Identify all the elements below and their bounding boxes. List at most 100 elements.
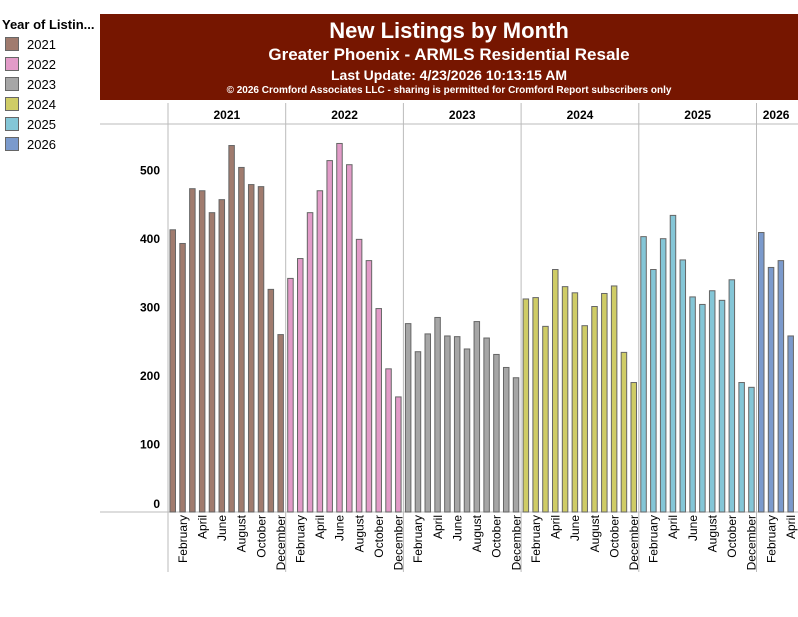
bar-2024-9 xyxy=(601,292,608,513)
bar-2024-12 xyxy=(630,382,637,513)
bar-2023-6 xyxy=(453,336,461,513)
month-label: June xyxy=(215,515,229,541)
bar-2024-1 xyxy=(522,298,530,513)
bar-2021-2 xyxy=(179,242,186,513)
bar-2026-2 xyxy=(767,266,775,513)
bar-2024-11 xyxy=(620,351,628,513)
bar-2022-7 xyxy=(346,164,353,513)
legend-item-2026[interactable]: 2026 xyxy=(2,134,94,154)
legend-label: 2025 xyxy=(27,116,56,132)
bar-2022-1 xyxy=(287,277,294,513)
y-tick-label: 400 xyxy=(140,232,160,246)
bar-2024-5 xyxy=(561,286,569,513)
bar-2021-12 xyxy=(277,334,284,513)
legend-label: 2026 xyxy=(27,136,56,152)
legend-item-2024[interactable]: 2024 xyxy=(2,94,94,114)
bar-2026-3 xyxy=(777,260,785,513)
month-label: April xyxy=(195,515,209,539)
bar-2024-10 xyxy=(610,285,618,513)
bar-2023-2 xyxy=(414,351,422,513)
bar-2023-7 xyxy=(463,348,471,513)
bar-2024-2 xyxy=(532,297,539,513)
bar-2026-4 xyxy=(787,335,794,513)
bar-2023-8 xyxy=(473,321,481,513)
month-label: April xyxy=(784,515,798,539)
month-label: December xyxy=(392,515,406,570)
bar-2025-11 xyxy=(738,382,745,513)
bar-2023-12 xyxy=(512,377,520,513)
bar-2025-5 xyxy=(679,259,687,513)
month-label: October xyxy=(372,515,386,558)
bar-2022-6 xyxy=(336,142,343,513)
month-label: February xyxy=(647,515,661,563)
month-label: December xyxy=(745,515,759,570)
bar-2025-9 xyxy=(718,299,726,513)
bar-2023-1 xyxy=(404,323,412,513)
legend-swatch xyxy=(5,97,19,111)
bar-2024-3 xyxy=(542,325,549,513)
legend-label: 2024 xyxy=(27,96,56,112)
month-label: June xyxy=(450,515,464,541)
y-tick-label: 500 xyxy=(140,164,160,178)
bar-2025-1 xyxy=(640,236,647,513)
month-label: August xyxy=(352,514,366,552)
month-label: August xyxy=(588,514,602,552)
year-header-2024: 2024 xyxy=(567,108,594,122)
bar-2021-1 xyxy=(169,229,176,513)
bar-2024-7 xyxy=(581,325,588,513)
bar-2024-8 xyxy=(591,306,598,513)
month-label: August xyxy=(705,514,719,552)
year-header-2023: 2023 xyxy=(449,108,476,122)
bar-2022-10 xyxy=(375,308,382,513)
month-label: October xyxy=(490,515,504,558)
bar-2025-4 xyxy=(669,214,677,513)
legend-label: 2023 xyxy=(27,76,56,92)
bar-2025-10 xyxy=(728,279,736,513)
month-label: October xyxy=(254,515,268,558)
month-label: April xyxy=(549,515,563,539)
year-header-2026: 2026 xyxy=(763,108,790,122)
legend-item-2022[interactable]: 2022 xyxy=(2,54,94,74)
legend-item-2025[interactable]: 2025 xyxy=(2,114,94,134)
bar-2024-4 xyxy=(552,269,559,513)
last-update: Last Update: 4/23/2026 10:13:15 AM xyxy=(330,67,568,83)
month-label: June xyxy=(568,515,582,541)
month-label: February xyxy=(764,515,778,563)
month-label: October xyxy=(607,515,621,558)
chart-title: New Listings by Month xyxy=(329,18,569,43)
month-label: August xyxy=(235,514,249,552)
legend-item-2023[interactable]: 2023 xyxy=(2,74,94,94)
month-label: June xyxy=(333,515,347,541)
bar-2025-3 xyxy=(659,238,667,513)
year-header-2021: 2021 xyxy=(213,108,240,122)
legend-label: 2021 xyxy=(27,36,56,52)
legend-item-2021[interactable]: 2021 xyxy=(2,34,94,54)
bar-2021-5 xyxy=(208,212,216,513)
y-tick-label: 300 xyxy=(140,301,160,315)
bar-2021-6 xyxy=(218,199,226,513)
bar-2025-7 xyxy=(699,303,706,513)
month-label: April xyxy=(666,515,680,539)
month-label: April xyxy=(431,515,445,539)
bar-2021-4 xyxy=(198,190,206,513)
month-label: December xyxy=(509,515,523,570)
bar-2022-9 xyxy=(365,260,373,513)
bar-2021-11 xyxy=(267,288,275,513)
bar-2025-8 xyxy=(708,290,716,513)
bar-2023-3 xyxy=(424,333,432,513)
bar-2024-6 xyxy=(571,292,579,513)
bar-2022-12 xyxy=(395,396,402,513)
bar-2025-6 xyxy=(689,296,696,513)
bar-2022-5 xyxy=(326,160,333,513)
month-label: February xyxy=(529,515,543,563)
bar-2021-9 xyxy=(247,184,255,513)
legend-label: 2022 xyxy=(27,56,56,72)
bar-2022-4 xyxy=(316,190,324,513)
bar-2022-8 xyxy=(355,238,363,513)
y-tick-label: 100 xyxy=(140,438,160,452)
y-tick-label: 0 xyxy=(153,497,160,511)
bar-2023-11 xyxy=(502,366,510,513)
bar-2023-4 xyxy=(434,316,441,513)
month-label: June xyxy=(686,515,700,541)
